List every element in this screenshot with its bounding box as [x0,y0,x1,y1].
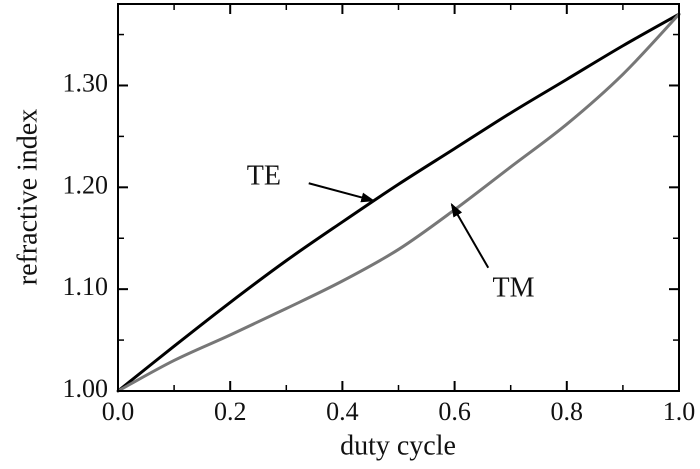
te-series-line [116,12,681,393]
x-tick-label: 0.2 [214,397,247,426]
x-axis-label: duty cycle [340,430,456,461]
tm-series-line [116,12,681,393]
te-annotation-arrow [308,182,376,203]
tm-annotation-label: TM [493,273,535,304]
tm-annotation-arrow [450,202,490,269]
y-tick-label: 1.30 [63,68,109,97]
y-tick-label: 1.00 [63,374,109,403]
series-lines [116,12,681,393]
y-tick-label: 1.10 [63,272,109,301]
y-axis-label: refractive index [12,109,43,285]
annotations: TE TM [247,161,535,304]
x-tick-label: 0.4 [326,397,359,426]
x-tick-label: 1.0 [663,397,696,426]
x-tick-label: 0.8 [551,397,584,426]
te-annotation-label: TE [247,161,281,192]
x-tick-label: 0.6 [438,397,471,426]
plot-frame [117,3,680,392]
x-tick-label: 0.0 [102,397,135,426]
y-tick-label: 1.20 [63,170,109,199]
tick-labels: 0.0 0.2 0.4 0.6 0.8 1.0 1.00 1.10 1.20 1.30 [63,68,696,426]
